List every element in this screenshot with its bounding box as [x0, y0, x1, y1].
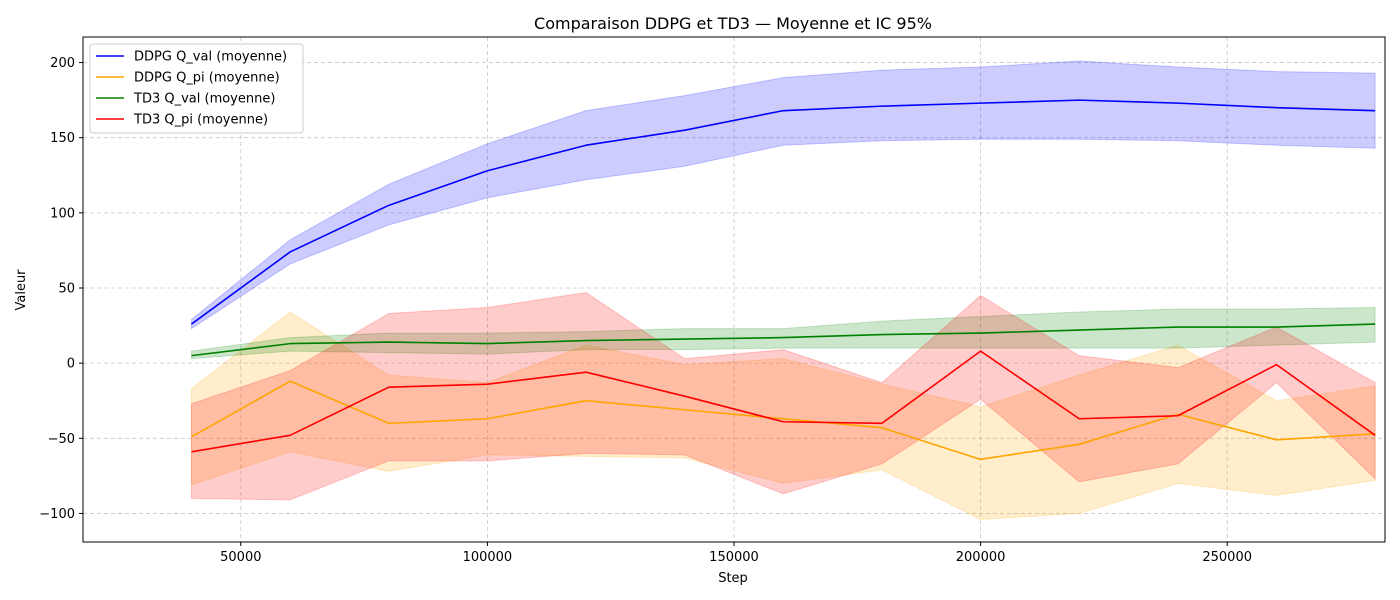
ci-band [191, 60, 1376, 330]
legend: DDPG Q_val (moyenne) DDPG Q_pi (moyenne) T… [89, 43, 304, 134]
y-tick-label: 200 [50, 56, 75, 71]
x-axis-label: Step [718, 571, 748, 586]
legend-label: DDPG Q_pi (moyenne) [134, 71, 280, 86]
y-tick-label: −50 [48, 432, 75, 447]
series-line [191, 323, 1376, 357]
x-axis-ticks: 50000 100000 150000 200000 250000 [220, 542, 1252, 565]
y-axis-label: Valeur [14, 269, 29, 311]
legend-label: DDPG Q_val (moyenne) [134, 50, 287, 65]
y-tick-label: 100 [50, 206, 75, 221]
ci-band [191, 307, 1376, 360]
series-lines [191, 99, 1376, 461]
y-tick-label: 150 [50, 131, 75, 146]
x-tick-label: 100000 [463, 550, 513, 565]
confidence-bands [191, 60, 1376, 520]
x-tick-label: 150000 [709, 550, 759, 565]
y-tick-label: 0 [67, 357, 75, 372]
chart-title: Comparaison DDPG et TD3 — Moyenne et IC … [534, 14, 932, 33]
x-tick-label: 200000 [956, 550, 1006, 565]
legend-frame [89, 43, 304, 134]
series-line [191, 99, 1376, 325]
y-tick-label: 50 [58, 281, 75, 296]
legend-label: TD3 Q_val (moyenne) [133, 92, 275, 107]
y-tick-label: −100 [39, 507, 75, 522]
x-tick-label: 50000 [220, 550, 261, 565]
x-tick-label: 250000 [1202, 550, 1252, 565]
ci-band [191, 311, 1376, 520]
series-line [191, 350, 1376, 453]
y-axis-ticks: −100 −50 0 50 100 150 200 [39, 56, 83, 522]
legend-label: TD3 Q_pi (moyenne) [133, 113, 268, 128]
series-line [191, 380, 1376, 461]
